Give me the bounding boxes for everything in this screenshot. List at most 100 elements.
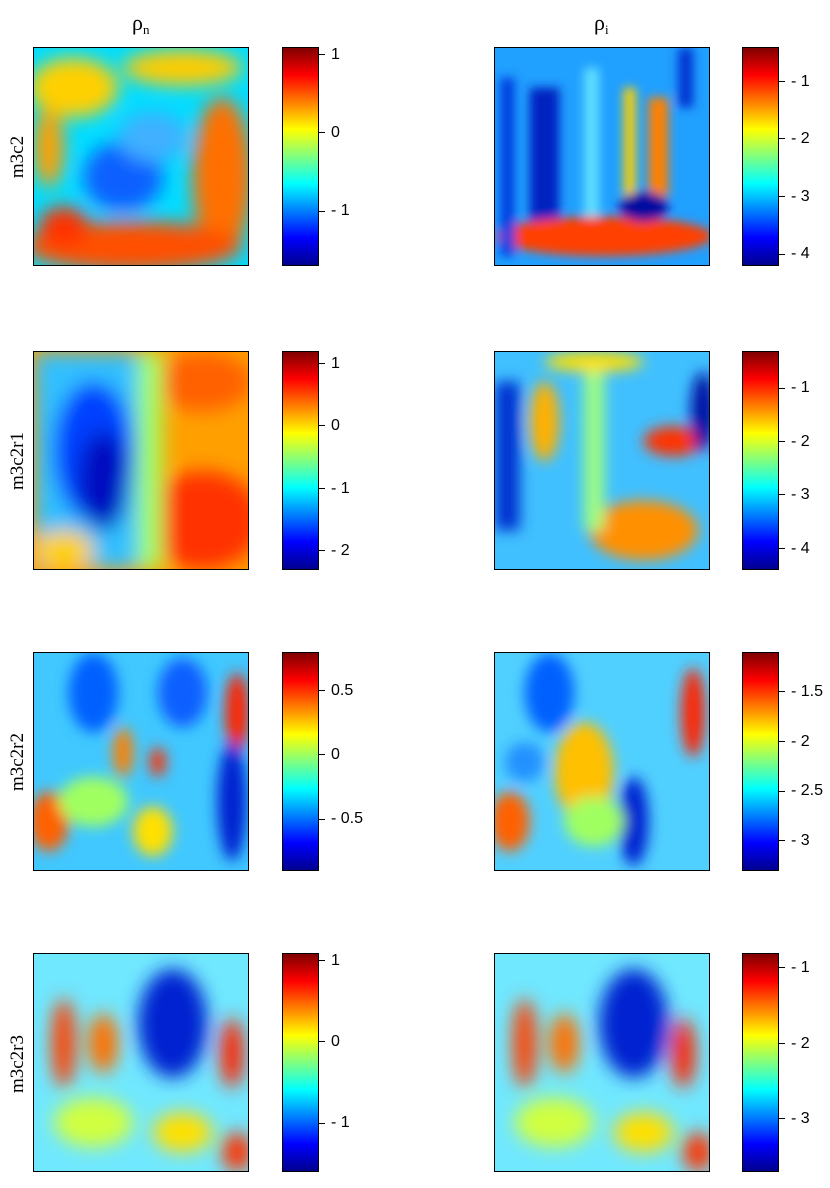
colorbar-tick-label: - 2 bbox=[779, 732, 810, 750]
colorbar-rho-i-m3c2 bbox=[742, 47, 779, 266]
colorbar-tick-mark bbox=[319, 487, 325, 489]
colorbar-tick-mark bbox=[779, 494, 785, 496]
colorbar-tick-text: - 2 bbox=[791, 432, 810, 450]
colorbar-tick-text: - 1 bbox=[791, 379, 810, 397]
colorbar-tick-mark bbox=[779, 1118, 785, 1120]
colorbar-tick-text: - 4 bbox=[791, 245, 810, 263]
colorbar-tick-mark bbox=[319, 132, 325, 134]
colorbar-tick-mark bbox=[779, 196, 785, 198]
colorbar-tick-text: - 2.5 bbox=[791, 782, 824, 800]
colorbar-tick-mark bbox=[319, 689, 325, 691]
colorbar-tick-text: - 4 bbox=[791, 539, 810, 557]
colorbar-tick-label: - 2.5 bbox=[779, 783, 823, 799]
colorbar-tick-label: 0.5 bbox=[319, 681, 354, 699]
colorbar-rho-n-m3c2 bbox=[282, 47, 319, 266]
colorbar-tick-label: 0 bbox=[319, 1034, 340, 1050]
colorbar-tick-mark bbox=[319, 54, 325, 56]
column-title-symbol: ρ bbox=[594, 10, 605, 35]
colorbar-tick-label: - 1 bbox=[319, 1115, 350, 1131]
colorbar-tick-text: - 2 bbox=[791, 130, 810, 148]
colorbar-tick-text: 0.5 bbox=[331, 681, 354, 699]
column-title-symbol: ρ bbox=[132, 10, 143, 35]
row-label-m3c2r1: m3c2r1 bbox=[7, 431, 28, 491]
colorbar-tick-text: - 3 bbox=[791, 1110, 810, 1128]
density-map-rho-n-m3c2r1 bbox=[33, 351, 249, 570]
colorbar-tick-mark bbox=[779, 387, 785, 389]
colorbar-tick-mark bbox=[779, 967, 785, 969]
density-map-rho-n-m3c2 bbox=[33, 47, 249, 266]
colorbar-tick-mark bbox=[319, 818, 325, 820]
colorbar-tick-label: - 4 bbox=[779, 539, 810, 557]
colorbar-tick-text: - 1.5 bbox=[791, 682, 824, 700]
colorbar-tick-label: 0 bbox=[319, 418, 340, 434]
colorbar-tick-label: - 1 bbox=[319, 479, 350, 497]
colorbar-tick-label: - 3 bbox=[779, 1111, 810, 1127]
colorbar-tick-label: - 1 bbox=[779, 960, 810, 976]
colorbar-rho-n-m3c2r3 bbox=[282, 953, 319, 1172]
density-map-rho-i-m3c2 bbox=[494, 47, 710, 266]
colorbar-tick-mark bbox=[779, 1042, 785, 1044]
colorbar-tick-label: - 1 bbox=[779, 72, 810, 90]
colorbar-tick-mark bbox=[319, 960, 325, 962]
colorbar-tick-label: - 2 bbox=[779, 1034, 810, 1052]
colorbar-tick-mark bbox=[779, 138, 785, 140]
colorbar-tick-label: - 3 bbox=[779, 487, 810, 503]
colorbar-tick-label: - 2 bbox=[779, 131, 810, 147]
colorbar-tick-label: - 1 bbox=[779, 380, 810, 396]
colorbar-tick-label: 1 bbox=[319, 46, 340, 63]
colorbar-tick-label: 0 bbox=[319, 747, 340, 763]
column-title-subscript: n bbox=[142, 22, 150, 37]
colorbar-tick-text: - 3 bbox=[791, 187, 810, 205]
density-map-rho-i-m3c2r1 bbox=[494, 351, 710, 570]
colorbar-rho-i-m3c2r2 bbox=[742, 652, 779, 871]
column-title-rho-n: ρn bbox=[132, 10, 149, 38]
colorbar-tick-text: 0 bbox=[331, 417, 340, 435]
colorbar-tick-label: - 3 bbox=[779, 833, 810, 849]
colorbar-rho-i-m3c2r1 bbox=[742, 351, 779, 570]
colorbar-tick-label: - 3 bbox=[779, 187, 810, 205]
colorbar-tick-text: - 2 bbox=[791, 1034, 810, 1052]
colorbar-tick-text: - 0.5 bbox=[331, 810, 364, 828]
colorbar-tick-mark bbox=[779, 740, 785, 742]
colorbar-tick-text: - 1 bbox=[331, 202, 350, 220]
colorbar-tick-text: - 1 bbox=[791, 959, 810, 977]
density-map-rho-i-m3c2r3 bbox=[494, 953, 710, 1172]
row-label-m3c2r3: m3c2r3 bbox=[7, 1034, 28, 1094]
colorbar-tick-text: 1 bbox=[331, 952, 340, 970]
colorbar-rho-n-m3c2r1 bbox=[282, 351, 319, 570]
colorbar-tick-text: - 3 bbox=[791, 832, 810, 850]
column-title-rho-i: ρi bbox=[594, 10, 609, 38]
colorbar-tick-mark bbox=[779, 790, 785, 792]
colorbar-tick-text: - 1 bbox=[331, 479, 350, 497]
density-map-rho-n-m3c2r2 bbox=[33, 652, 249, 871]
colorbar-tick-text: - 2 bbox=[331, 542, 350, 560]
colorbar-tick-text: - 2 bbox=[791, 732, 810, 750]
colorbar-tick-label: - 2 bbox=[319, 543, 350, 559]
row-label-m3c2r2: m3c2r2 bbox=[7, 732, 28, 792]
colorbar-tick-text: - 1 bbox=[791, 72, 810, 90]
colorbar-tick-mark bbox=[779, 840, 785, 842]
colorbar-tick-text: 1 bbox=[331, 354, 340, 372]
colorbar-rho-i-m3c2r3 bbox=[742, 953, 779, 1172]
colorbar-tick-mark bbox=[319, 754, 325, 756]
colorbar-tick-label: - 4 bbox=[779, 246, 810, 262]
colorbar-tick-label: - 1 bbox=[319, 203, 350, 219]
colorbar-tick-text: - 3 bbox=[791, 486, 810, 504]
density-map-rho-i-m3c2r2 bbox=[494, 652, 710, 871]
colorbar-tick-label: - 0.5 bbox=[319, 811, 363, 827]
colorbar-tick-text: - 1 bbox=[331, 1114, 350, 1132]
colorbar-tick-label: - 2 bbox=[779, 432, 810, 450]
colorbar-tick-mark bbox=[319, 362, 325, 364]
colorbar-tick-mark bbox=[319, 210, 325, 212]
colorbar-tick-text: 0 bbox=[331, 746, 340, 764]
colorbar-tick-mark bbox=[779, 253, 785, 255]
colorbar-tick-mark bbox=[319, 1041, 325, 1043]
colorbar-tick-label: 1 bbox=[319, 354, 340, 372]
colorbar-tick-mark bbox=[319, 425, 325, 427]
column-title-subscript: i bbox=[604, 22, 609, 37]
density-map-rho-n-m3c2r3 bbox=[33, 953, 249, 1172]
colorbar-tick-mark bbox=[319, 1122, 325, 1124]
colorbar-tick-mark bbox=[779, 691, 785, 693]
colorbar-tick-label: 1 bbox=[319, 953, 340, 969]
colorbar-tick-mark bbox=[779, 441, 785, 443]
